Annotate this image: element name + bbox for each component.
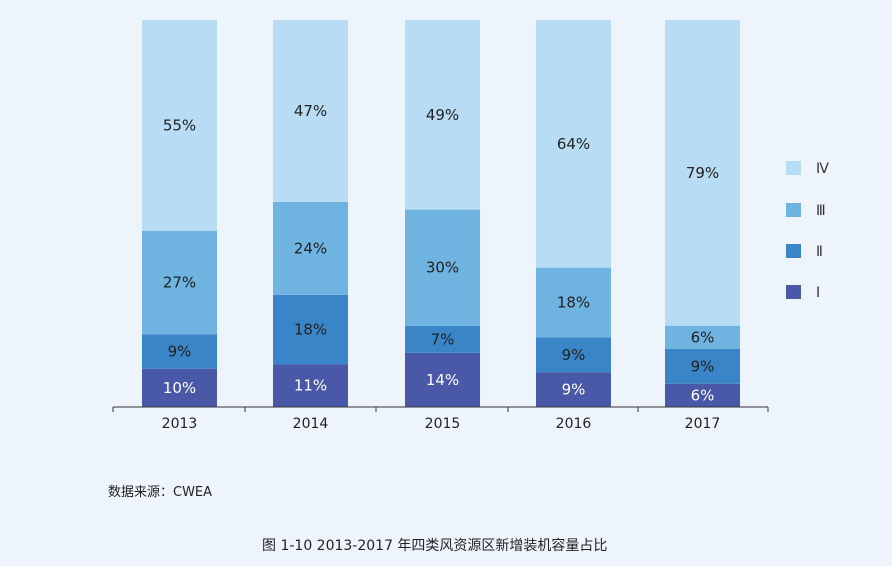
legend-swatch: [786, 285, 801, 299]
x-tick-label: 2015: [425, 416, 461, 432]
bar-segment: [405, 209, 480, 326]
data-label: 10%: [163, 379, 196, 397]
data-label: 9%: [562, 381, 586, 399]
data-label: 9%: [168, 342, 192, 360]
bar-segment: [405, 325, 480, 353]
bar-segment: [273, 364, 348, 407]
bar-segment: [273, 20, 348, 202]
data-label: 47%: [294, 102, 327, 120]
data-label: 9%: [562, 346, 586, 364]
x-tick-label: 2013: [162, 416, 198, 432]
legend-swatch: [786, 244, 801, 258]
bar-segment: [665, 348, 740, 384]
legend-label: Ⅳ: [816, 161, 829, 177]
bar-segment: [405, 20, 480, 210]
bar-segment: [665, 383, 740, 407]
data-label: 24%: [294, 239, 327, 257]
bar-segment: [536, 337, 611, 373]
bar-segment: [142, 230, 217, 335]
data-label: 79%: [686, 164, 719, 182]
bar-segment: [665, 20, 740, 326]
data-label: 9%: [691, 357, 715, 375]
bar-segment: [536, 20, 611, 268]
legend-label: Ⅱ: [816, 244, 823, 260]
bar-segment: [273, 201, 348, 295]
legend-label: Ⅲ: [816, 203, 826, 219]
legend-label: Ⅰ: [816, 285, 820, 301]
data-label: 27%: [163, 273, 196, 291]
data-label: 30%: [426, 259, 459, 277]
data-label: 6%: [691, 386, 715, 404]
data-label: 7%: [431, 330, 455, 348]
legend-swatch: [786, 161, 801, 175]
data-label: 18%: [294, 321, 327, 339]
data-source: 数据来源：CWEA: [108, 485, 213, 500]
legend-swatch: [786, 203, 801, 217]
x-tick-label: 2017: [685, 416, 721, 432]
bar-segment: [405, 352, 480, 407]
data-label: 6%: [691, 328, 715, 346]
data-label: 64%: [557, 135, 590, 153]
data-label: 55%: [163, 116, 196, 134]
data-label: 49%: [426, 106, 459, 124]
chart-title: 图 1-10 2013-2017 年四类风资源区新增装机容量占比: [262, 538, 608, 554]
data-label: 11%: [294, 377, 327, 395]
bar-segment: [142, 20, 217, 231]
data-label: 14%: [426, 371, 459, 389]
data-label: 18%: [557, 294, 590, 312]
bar-segment: [273, 294, 348, 365]
bar-segment: [665, 325, 740, 349]
bar-segment: [536, 372, 611, 407]
bar-segment: [536, 267, 611, 338]
x-tick-label: 2016: [556, 416, 592, 432]
bar-segment: [142, 368, 217, 407]
x-tick-label: 2014: [293, 416, 329, 432]
bar-segment: [142, 334, 217, 369]
